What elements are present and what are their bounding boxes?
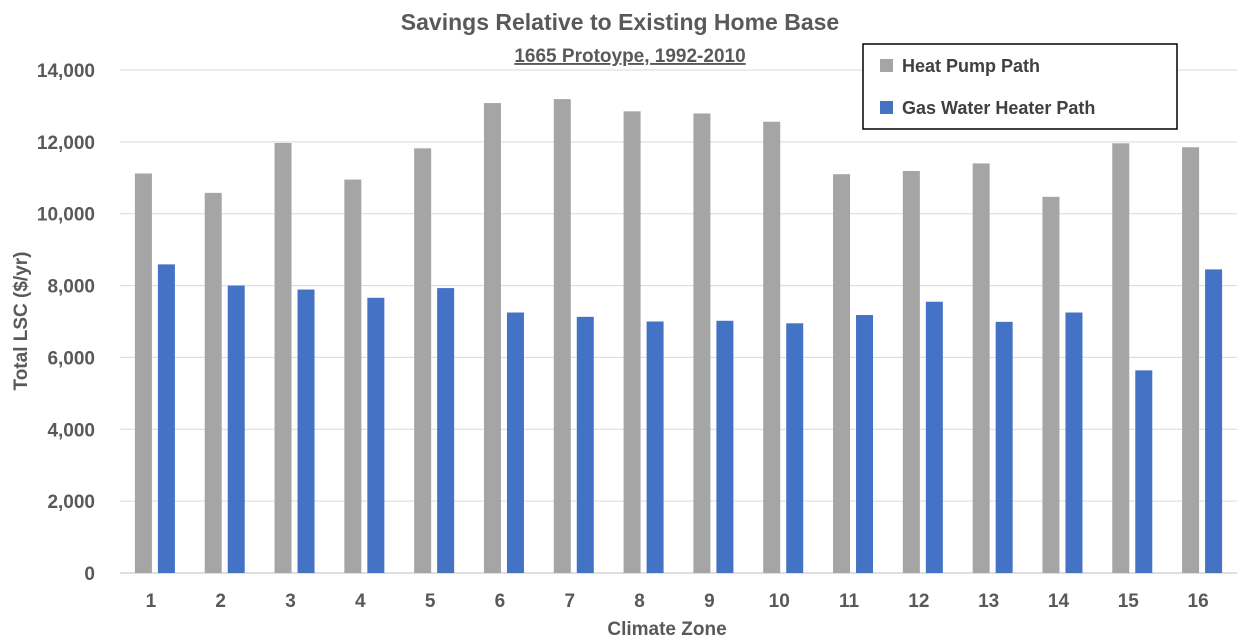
x-tick-label: 2 xyxy=(215,591,226,612)
bar-gas-water-heater xyxy=(786,323,804,573)
bar-heat-pump xyxy=(763,121,781,573)
bar-gas-water-heater xyxy=(1065,312,1083,573)
bar-heat-pump xyxy=(1182,147,1200,573)
x-tick-label: 5 xyxy=(425,591,436,612)
x-tick-label: 13 xyxy=(978,591,999,612)
x-tick-label: 16 xyxy=(1188,591,1209,612)
bar-gas-water-heater xyxy=(1205,269,1223,573)
chart-title: Savings Relative to Existing Home Base xyxy=(401,9,839,35)
y-axis-label: Total LSC ($/yr) xyxy=(11,252,32,391)
x-tick-label: 10 xyxy=(769,591,790,612)
bar-heat-pump xyxy=(553,99,571,573)
bar-heat-pump xyxy=(483,103,501,573)
bar-gas-water-heater xyxy=(1135,370,1153,573)
y-tick-label: 6,000 xyxy=(47,348,95,369)
bar-heat-pump xyxy=(693,113,711,573)
x-tick-label: 15 xyxy=(1118,591,1140,612)
bar-gas-water-heater xyxy=(227,285,245,573)
bar-heat-pump xyxy=(972,163,990,573)
x-tick-label: 12 xyxy=(908,591,929,612)
bars xyxy=(134,99,1223,573)
legend: Heat Pump Path Gas Water Heater Path xyxy=(862,43,1178,130)
legend-swatch-gas-water-heater xyxy=(880,101,893,114)
bar-gas-water-heater xyxy=(646,321,664,573)
chart-subtitle: 1665 Protoype, 1992-2010 xyxy=(514,46,745,67)
bar-heat-pump xyxy=(414,148,432,573)
bar-gas-water-heater xyxy=(506,312,524,573)
bar-gas-water-heater xyxy=(856,315,874,573)
bar-gas-water-heater xyxy=(297,289,315,573)
bar-heat-pump xyxy=(134,173,152,573)
tick-labels: 0 2,000 4,000 6,000 8,000 10,000 12,000 14,000 1… xyxy=(37,61,1209,612)
x-tick-label: 8 xyxy=(634,591,645,612)
bar-heat-pump xyxy=(274,142,292,573)
bar-gas-water-heater xyxy=(716,320,734,573)
bar-heat-pump xyxy=(204,192,222,573)
bar-gas-water-heater xyxy=(995,321,1013,573)
legend-box xyxy=(862,43,1178,130)
x-tick-label: 14 xyxy=(1048,591,1070,612)
bar-heat-pump xyxy=(833,174,851,573)
x-tick-label: 7 xyxy=(564,591,575,612)
legend-label-heat-pump: Heat Pump Path xyxy=(902,56,1040,76)
legend-swatch-heat-pump xyxy=(880,59,893,72)
x-axis-label: Climate Zone xyxy=(607,619,726,639)
bar-heat-pump xyxy=(344,179,362,573)
bar-heat-pump xyxy=(1042,196,1060,573)
x-tick-label: 3 xyxy=(285,591,296,612)
y-tick-label: 8,000 xyxy=(47,277,95,298)
y-tick-label: 0 xyxy=(84,564,95,585)
y-tick-label: 10,000 xyxy=(37,205,95,226)
x-tick-label: 6 xyxy=(495,591,506,612)
bar-gas-water-heater xyxy=(576,316,594,573)
legend-label-gas-water-heater: Gas Water Heater Path xyxy=(902,98,1095,118)
y-tick-label: 14,000 xyxy=(37,61,95,82)
bar-heat-pump xyxy=(1112,143,1130,573)
y-tick-label: 2,000 xyxy=(47,492,95,513)
y-tick-label: 4,000 xyxy=(47,420,95,441)
bar-gas-water-heater xyxy=(367,297,385,573)
bar-gas-water-heater xyxy=(925,301,943,573)
bar-heat-pump xyxy=(902,170,920,573)
x-tick-label: 9 xyxy=(704,591,715,612)
bar-gas-water-heater xyxy=(157,264,175,573)
y-tick-label: 12,000 xyxy=(37,133,95,154)
bar-heat-pump xyxy=(623,111,641,573)
bar-gas-water-heater xyxy=(437,288,455,573)
x-tick-label: 1 xyxy=(146,591,157,612)
x-tick-label: 4 xyxy=(355,591,366,612)
x-tick-label: 11 xyxy=(839,591,860,612)
